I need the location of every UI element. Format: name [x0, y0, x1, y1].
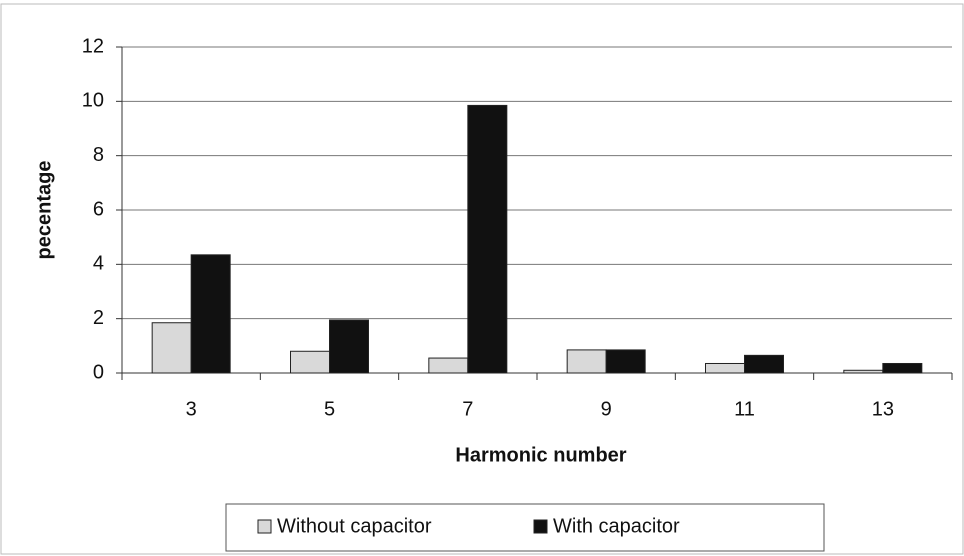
y-axis-label: pecentage	[33, 161, 55, 260]
bar	[843, 369, 884, 374]
y-tick-label: 0	[93, 361, 104, 383]
y-tick-label: 8	[93, 144, 104, 166]
legend-swatch	[533, 519, 548, 534]
y-tick-label: 12	[82, 35, 104, 57]
x-tick-label: 5	[324, 398, 335, 420]
legend-swatch	[257, 519, 272, 534]
bar	[467, 104, 508, 374]
y-tick-label: 4	[93, 253, 104, 275]
x-tick-label: 13	[872, 398, 894, 420]
bar	[566, 349, 607, 374]
x-tick-label: 11	[734, 398, 755, 420]
bar	[329, 319, 369, 374]
y-tick-label: 10	[82, 90, 104, 112]
x-tick-label: 7	[462, 398, 473, 420]
bar	[290, 350, 330, 374]
x-tick-label: 3	[186, 398, 197, 420]
x-tick-label: 9	[601, 398, 612, 420]
bar	[744, 354, 784, 374]
bar	[151, 322, 192, 374]
bar	[605, 349, 646, 374]
legend	[225, 503, 825, 552]
bar	[190, 254, 231, 374]
legend-label: With capacitor	[553, 515, 680, 537]
legend-label: Without capacitor	[277, 515, 432, 537]
bar	[705, 362, 745, 374]
bar	[428, 357, 469, 374]
y-tick-label: 2	[93, 307, 104, 329]
y-tick-label: 6	[93, 198, 104, 220]
bar	[882, 362, 923, 374]
x-axis-label: Harmonic number	[455, 444, 626, 466]
